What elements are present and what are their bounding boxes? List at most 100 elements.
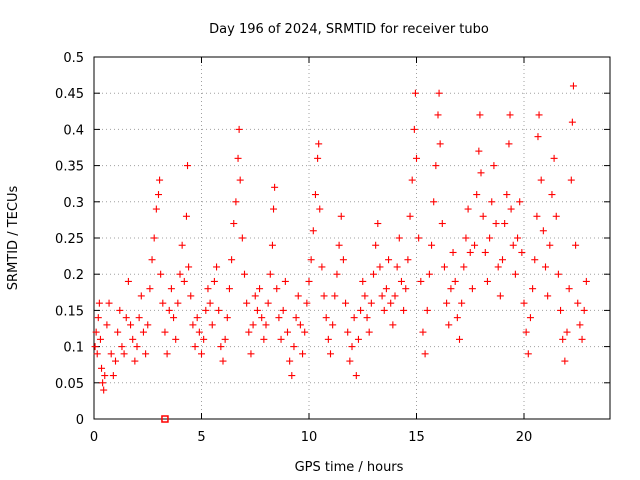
data-point: [569, 82, 577, 90]
data-point: [320, 292, 328, 300]
data-point: [524, 350, 532, 358]
data-point: [144, 321, 152, 329]
data-point: [301, 328, 309, 336]
data-point: [159, 299, 167, 307]
data-point: [256, 285, 264, 293]
data-point: [299, 350, 307, 358]
data-point: [522, 328, 530, 336]
data-point: [279, 306, 287, 314]
x-tick-label: 0: [90, 430, 98, 445]
data-point: [116, 306, 124, 314]
data-point: [572, 241, 580, 249]
data-point: [445, 321, 453, 329]
data-point: [339, 256, 347, 264]
data-point: [152, 205, 160, 213]
data-point: [436, 140, 444, 148]
data-point: [131, 357, 139, 365]
data-point: [509, 241, 517, 249]
data-point: [103, 321, 111, 329]
data-point: [563, 328, 571, 336]
data-point: [378, 292, 386, 300]
data-point: [251, 292, 259, 300]
data-point: [505, 140, 513, 148]
data-point: [198, 350, 205, 358]
data-point: [483, 277, 491, 285]
data-point: [380, 306, 388, 314]
data-point: [574, 299, 582, 307]
data-point: [260, 335, 268, 343]
data-point: [245, 328, 253, 336]
data-point: [372, 241, 380, 249]
data-point: [163, 350, 171, 358]
data-point: [118, 343, 126, 351]
data-point: [99, 379, 107, 387]
data-point: [266, 270, 274, 278]
data-point: [365, 328, 373, 336]
data-point: [464, 205, 472, 213]
data-point: [288, 372, 296, 380]
data-point: [479, 212, 487, 220]
data-point: [391, 292, 399, 300]
data-point: [460, 263, 468, 271]
data-point: [367, 299, 375, 307]
data-point: [438, 220, 446, 228]
data-point: [411, 89, 419, 97]
data-point: [346, 357, 354, 365]
data-point: [316, 205, 324, 213]
data-point: [507, 205, 515, 213]
data-point: [92, 328, 100, 336]
data-point: [329, 321, 337, 329]
data-point: [350, 314, 358, 322]
plot-frame: [93, 56, 611, 420]
data-point: [342, 299, 350, 307]
data-point: [529, 285, 537, 293]
data-point: [157, 270, 165, 278]
data-point: [544, 292, 552, 300]
data-point: [447, 285, 455, 293]
data-point: [311, 191, 319, 199]
data-point: [303, 299, 311, 307]
data-point: [499, 256, 506, 264]
data-point: [423, 306, 431, 314]
data-point: [284, 328, 291, 336]
data-point: [294, 292, 302, 300]
data-point: [315, 140, 323, 148]
data-point: [554, 270, 562, 278]
data-point: [200, 335, 208, 343]
data-point: [486, 234, 494, 242]
y-tick-label: 0.05: [55, 377, 84, 392]
data-point: [354, 335, 362, 343]
data-point: [443, 299, 451, 307]
data-point: [415, 234, 423, 242]
data-point: [518, 248, 526, 256]
data-point: [185, 263, 193, 271]
data-point: [408, 176, 416, 184]
data-point: [494, 263, 502, 271]
data-point: [568, 118, 576, 126]
data-point: [232, 198, 240, 206]
data-point: [370, 270, 377, 278]
data-point: [275, 314, 283, 322]
data-point: [142, 350, 150, 358]
data-point: [526, 314, 534, 322]
data-point: [458, 299, 466, 307]
y-tick-label: 0.35: [55, 160, 84, 175]
data-point: [167, 285, 175, 293]
data-point: [133, 343, 141, 351]
data-point: [165, 306, 173, 314]
axis-ticks: 0 5 10 15 20 0 0.05 0.1 0.15 0.2 0.25 0.3 0.35 0.4 0.4…: [55, 51, 610, 445]
data-point: [324, 335, 332, 343]
data-point: [582, 277, 590, 285]
data-point: [150, 234, 158, 242]
data-point: [109, 372, 117, 380]
y-axis-label: SRMTID / TECUs: [6, 186, 21, 291]
data-point: [249, 321, 257, 329]
data-point: [496, 292, 504, 300]
data-point: [95, 299, 103, 307]
data-point: [374, 220, 382, 228]
data-point: [135, 314, 143, 322]
data-point: [578, 335, 586, 343]
data-point: [146, 285, 154, 293]
data-point: [473, 191, 481, 199]
data-point: [417, 277, 425, 285]
